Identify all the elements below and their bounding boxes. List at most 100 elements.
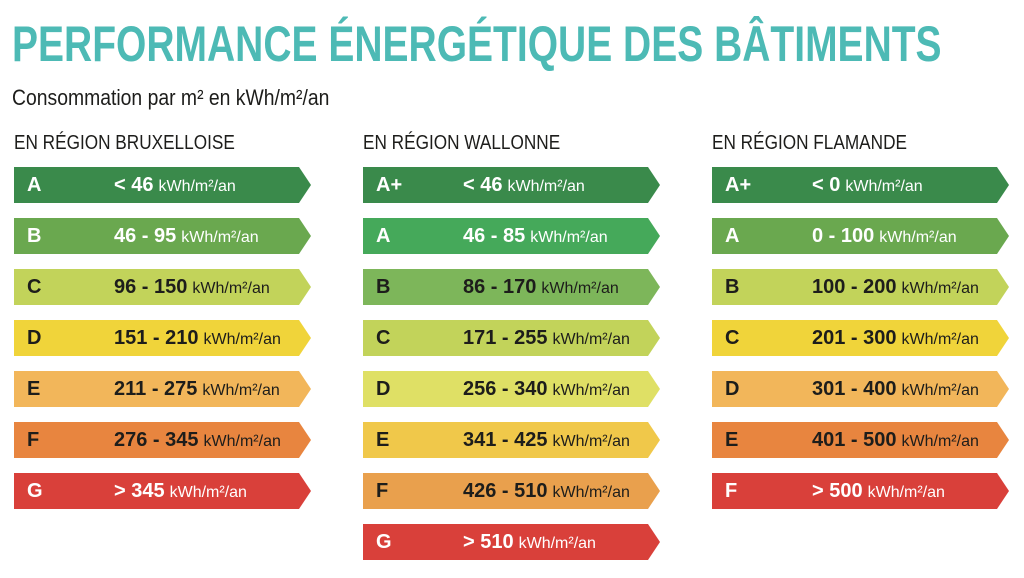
energy-range-value: 276 - 345 kWh/m²/an [114, 422, 281, 458]
energy-range-value: > 345 kWh/m²/an [114, 473, 247, 509]
energy-class-band: A+ < 46 kWh/m²/an [363, 167, 660, 203]
energy-class-label: D [376, 378, 391, 400]
range-text: 201 - 300 [812, 327, 897, 349]
energy-class-band: D 151 - 210 kWh/m²/an [14, 320, 311, 356]
unit-text: kWh/m²/an [845, 178, 923, 195]
unit-text: kWh/m²/an [518, 535, 596, 552]
energy-class-label: B [725, 276, 740, 298]
energy-range-value: 301 - 400 kWh/m²/an [812, 371, 979, 407]
unit-text: kWh/m²/an [202, 382, 280, 399]
energy-class-band: G > 510 kWh/m²/an [363, 524, 660, 560]
page-title: PERFORMANCE ÉNERGÉTIQUE DES BÂTIMENTS [12, 16, 942, 72]
energy-range-value: > 500 kWh/m²/an [812, 473, 945, 509]
range-text: 0 - 100 [812, 225, 875, 247]
unit-text: kWh/m²/an [158, 178, 236, 195]
energy-range-value: < 0 kWh/m²/an [812, 167, 923, 203]
energy-range-value: 211 - 275 kWh/m²/an [114, 371, 280, 407]
range-text: > 500 [812, 480, 863, 502]
energy-class-label: E [27, 378, 41, 400]
region-heading: EN RÉGION FLAMANDE [712, 132, 907, 154]
energy-class-band: C 201 - 300 kWh/m²/an [712, 320, 1009, 356]
range-text: 211 - 275 [114, 378, 198, 400]
unit-text: kWh/m²/an [203, 433, 281, 450]
energy-class-label: G [27, 480, 43, 502]
energy-class-band: A+ < 0 kWh/m²/an [712, 167, 1009, 203]
unit-text: kWh/m²/an [867, 484, 945, 501]
energy-class-label: C [27, 276, 42, 298]
energy-range-value: < 46 kWh/m²/an [463, 167, 585, 203]
energy-class-band: A 0 - 100 kWh/m²/an [712, 218, 1009, 254]
energy-range-value: 426 - 510 kWh/m²/an [463, 473, 630, 509]
unit-text: kWh/m²/an [879, 229, 957, 246]
energy-range-value: 46 - 95 kWh/m²/an [114, 218, 259, 254]
range-text: 96 - 150 [114, 276, 188, 298]
unit-text: kWh/m²/an [901, 382, 979, 399]
energy-range-value: 201 - 300 kWh/m²/an [812, 320, 979, 356]
energy-class-label: F [376, 480, 389, 502]
energy-class-label: A [27, 174, 42, 196]
unit-text: kWh/m²/an [530, 229, 608, 246]
energy-range-value: 86 - 170 kWh/m²/an [463, 269, 619, 305]
energy-class-band: C 171 - 255 kWh/m²/an [363, 320, 660, 356]
range-text: 276 - 345 [114, 429, 199, 451]
energy-range-value: > 510 kWh/m²/an [463, 524, 596, 560]
range-text: 401 - 500 [812, 429, 897, 451]
energy-class-band: E 211 - 275 kWh/m²/an [14, 371, 311, 407]
energy-class-label: C [725, 327, 740, 349]
energy-range-value: 341 - 425 kWh/m²/an [463, 422, 630, 458]
unit-text: kWh/m²/an [552, 433, 630, 450]
unit-text: kWh/m²/an [552, 382, 630, 399]
energy-class-label: A+ [725, 174, 752, 196]
range-text: 256 - 340 [463, 378, 548, 400]
unit-text: kWh/m²/an [901, 433, 979, 450]
energy-range-value: 96 - 150 kWh/m²/an [114, 269, 270, 305]
unit-text: kWh/m²/an [203, 331, 281, 348]
unit-text: kWh/m²/an [901, 331, 979, 348]
unit-text: kWh/m²/an [169, 484, 247, 501]
energy-class-band: E 401 - 500 kWh/m²/an [712, 422, 1009, 458]
energy-range-value: 401 - 500 kWh/m²/an [812, 422, 979, 458]
energy-class-label: B [376, 276, 391, 298]
unit-text: kWh/m²/an [901, 280, 979, 297]
energy-class-label: C [376, 327, 391, 349]
range-text: < 46 [463, 174, 503, 196]
energy-class-band: B 100 - 200 kWh/m²/an [712, 269, 1009, 305]
range-text: < 0 [812, 174, 841, 196]
unit-text: kWh/m²/an [552, 484, 630, 501]
column-flandre: EN RÉGION FLAMANDE A+ < 0 kWh/m²/an A 0 - 100… [712, 130, 1012, 524]
energy-class-band: F 276 - 345 kWh/m²/an [14, 422, 311, 458]
energy-class-band: D 301 - 400 kWh/m²/an [712, 371, 1009, 407]
region-heading: EN RÉGION BRUXELLOISE [14, 132, 235, 154]
energy-class-band: D 256 - 340 kWh/m²/an [363, 371, 660, 407]
range-text: 171 - 255 [463, 327, 548, 349]
range-text: > 510 [463, 531, 514, 553]
energy-class-label: B [27, 225, 42, 247]
energy-class-label: D [27, 327, 42, 349]
energy-class-band: A < 46 kWh/m²/an [14, 167, 311, 203]
energy-range-value: 0 - 100 kWh/m²/an [812, 218, 957, 254]
energy-range-value: 171 - 255 kWh/m²/an [463, 320, 630, 356]
energy-range-value: 256 - 340 kWh/m²/an [463, 371, 630, 407]
energy-class-label: A+ [376, 174, 403, 196]
energy-class-band: B 46 - 95 kWh/m²/an [14, 218, 311, 254]
energy-class-label: D [725, 378, 740, 400]
unit-text: kWh/m²/an [552, 331, 630, 348]
range-text: > 345 [114, 480, 165, 502]
range-text: 301 - 400 [812, 378, 897, 400]
column-wallonie: EN RÉGION WALLONNE A+ < 46 kWh/m²/an A 46 - 8… [363, 130, 663, 575]
page-subtitle: Consommation par m² en kWh/m²/an [12, 85, 330, 110]
range-text: 46 - 85 [463, 225, 526, 247]
energy-class-band: A 46 - 85 kWh/m²/an [363, 218, 660, 254]
energy-class-band: F 426 - 510 kWh/m²/an [363, 473, 660, 509]
energy-range-value: 46 - 85 kWh/m²/an [463, 218, 608, 254]
energy-range-value: < 46 kWh/m²/an [114, 167, 236, 203]
range-text: 341 - 425 [463, 429, 548, 451]
energy-class-label: A [725, 225, 740, 247]
energy-class-label: F [27, 429, 40, 451]
range-text: 46 - 95 [114, 225, 177, 247]
range-text: 151 - 210 [114, 327, 199, 349]
unit-text: kWh/m²/an [192, 280, 270, 297]
range-text: 426 - 510 [463, 480, 548, 502]
unit-text: kWh/m²/an [181, 229, 259, 246]
energy-range-value: 100 - 200 kWh/m²/an [812, 269, 979, 305]
